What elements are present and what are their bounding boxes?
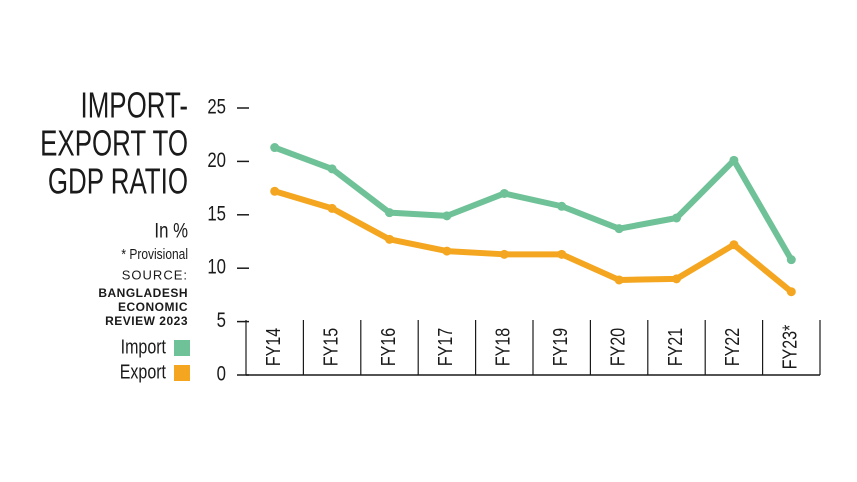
y-tick-label: 10 — [207, 256, 226, 279]
series-line — [271, 188, 795, 295]
series-line — [271, 144, 795, 263]
chart-title: IMPORT- — [80, 85, 188, 125]
legend-swatch — [174, 365, 190, 381]
point — [499, 188, 509, 198]
point — [385, 234, 394, 244]
y-tick-label: 20 — [207, 149, 226, 172]
point — [614, 224, 624, 234]
y-tick-label: 15 — [207, 203, 226, 226]
point — [557, 249, 567, 259]
y-tick-label: 0 — [217, 363, 226, 386]
x-tick-label: FY18 — [492, 328, 514, 366]
point — [270, 186, 280, 196]
x-tick-label: FY17 — [435, 328, 457, 366]
point — [557, 201, 567, 211]
legend-swatch — [174, 340, 190, 356]
chart-title: EXPORT TO — [40, 123, 188, 163]
y-tick-label: 5 — [217, 309, 226, 332]
point — [729, 240, 739, 250]
legend-label: Import — [121, 336, 166, 358]
point — [327, 203, 337, 213]
point — [327, 164, 337, 174]
point — [786, 255, 796, 265]
point — [499, 249, 509, 259]
source: ECONOMIC — [118, 300, 188, 314]
point — [442, 246, 452, 256]
point — [385, 208, 394, 218]
chart-title: GDP RATIO — [48, 161, 188, 201]
x-tick-label: FY16 — [377, 328, 399, 366]
point — [786, 287, 796, 297]
x-tick-label: FY15 — [320, 328, 342, 366]
point — [729, 155, 739, 165]
x-tick-label: FY23* — [779, 325, 801, 369]
note: * Provisional — [121, 246, 188, 263]
point — [672, 274, 681, 284]
x-tick-label: FY14 — [262, 328, 284, 366]
x-tick-label: FY19 — [549, 328, 571, 366]
x-tick-label: FY22 — [722, 328, 744, 366]
source: REVIEW 2023 — [105, 314, 188, 328]
x-tick-label: FY20 — [607, 328, 629, 366]
source: BANGLADESH — [98, 286, 188, 300]
point — [672, 213, 681, 223]
point — [270, 143, 280, 153]
y-tick-label: 25 — [207, 96, 226, 119]
legend-label: Export — [120, 361, 166, 383]
x-tick-label: FY21 — [664, 328, 686, 366]
subtitle: In % — [154, 220, 188, 243]
source-label: SOURCE: — [122, 267, 188, 282]
point — [442, 211, 452, 221]
point — [614, 275, 624, 285]
